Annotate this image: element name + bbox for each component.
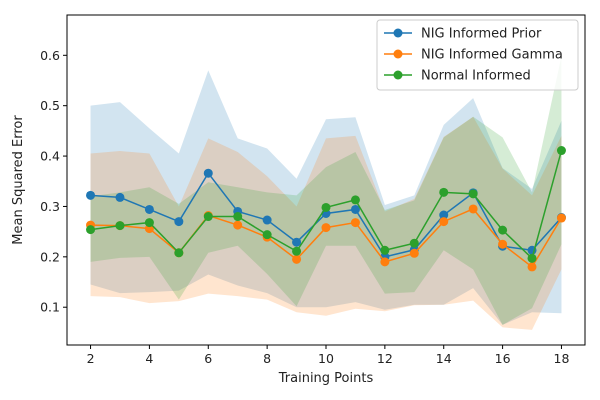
legend-label: Normal Informed	[421, 69, 531, 84]
point-series-2	[439, 187, 449, 197]
point-series-2	[468, 189, 478, 199]
legend-label: NIG Informed Prior	[421, 27, 542, 42]
point-series-0	[350, 204, 360, 214]
x-tick-label: 12	[377, 351, 393, 366]
point-series-1	[350, 218, 360, 228]
point-series-1	[498, 239, 508, 249]
x-tick-label: 4	[145, 351, 153, 366]
point-series-0	[144, 204, 154, 214]
point-series-1	[527, 262, 537, 272]
x-tick-label: 16	[495, 351, 511, 366]
point-series-0	[86, 190, 96, 200]
x-tick-label: 10	[318, 351, 334, 366]
point-series-2	[556, 146, 566, 156]
point-series-2	[203, 212, 213, 222]
point-series-1	[233, 220, 243, 230]
point-series-2	[262, 230, 272, 240]
point-series-2	[292, 246, 302, 256]
legend-swatch-marker	[393, 28, 403, 38]
point-series-2	[380, 245, 390, 255]
x-tick-label: 6	[204, 351, 212, 366]
legend: NIG Informed Prior NIG Informed Gamma Norm…	[376, 19, 579, 91]
point-series-1	[556, 213, 566, 223]
legend-label: NIG Informed Gamma	[421, 48, 563, 63]
point-series-2	[115, 221, 125, 231]
y-tick-label: 0.5	[40, 98, 60, 113]
point-series-2	[498, 225, 508, 235]
point-series-0	[292, 237, 302, 247]
point-series-0	[439, 210, 449, 220]
point-series-0	[203, 168, 213, 178]
x-tick-label: 18	[554, 351, 570, 366]
y-tick-label: 0.2	[40, 249, 60, 264]
x-axis-label: Training Points	[278, 371, 374, 386]
x-tick-label: 14	[436, 351, 452, 366]
point-series-2	[144, 218, 154, 228]
point-series-1	[468, 204, 478, 214]
x-tick-label: 2	[87, 351, 95, 366]
point-series-1	[439, 217, 449, 227]
point-series-1	[409, 248, 419, 258]
point-series-2	[409, 238, 419, 248]
point-series-2	[527, 253, 537, 263]
point-series-1	[292, 254, 302, 264]
x-tick-label: 8	[263, 351, 271, 366]
point-series-2	[321, 202, 331, 212]
point-series-1	[380, 257, 390, 267]
point-series-2	[174, 248, 184, 258]
legend-swatch-marker	[393, 70, 403, 80]
y-tick-label: 0.6	[40, 48, 60, 63]
point-series-0	[262, 215, 272, 225]
y-tick-label: 0.4	[40, 149, 60, 164]
point-series-0	[174, 217, 184, 227]
legend-box	[376, 19, 579, 91]
point-series-2	[233, 212, 243, 222]
series-lines	[86, 146, 566, 272]
point-series-1	[321, 223, 331, 233]
y-tick-label: 0.1	[40, 300, 60, 315]
y-axis: 0.1 0.2 0.3 0.4 0.5 0.6	[40, 48, 67, 315]
point-series-0	[115, 192, 125, 202]
legend-swatch-marker	[393, 49, 403, 59]
band-series-2	[90, 56, 562, 325]
x-axis: 2 4 6 8 10 12 14 16 18	[87, 345, 570, 366]
band-series-0	[90, 70, 562, 325]
y-axis-label: Mean Squared Error	[11, 115, 26, 245]
point-series-2	[350, 195, 360, 205]
y-tick-label: 0.3	[40, 199, 60, 214]
point-series-2	[86, 225, 96, 235]
